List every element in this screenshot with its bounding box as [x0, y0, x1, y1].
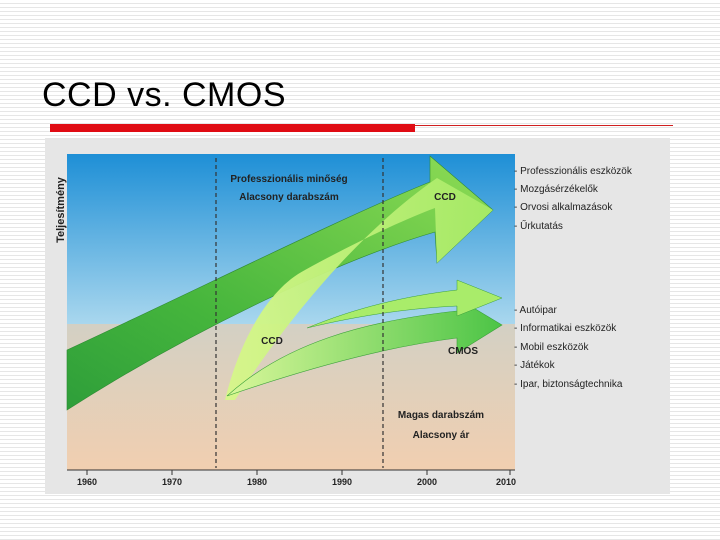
cmos-app-item: - Autóipar	[514, 305, 557, 316]
y-axis-label: Teljesítmény	[55, 176, 67, 243]
x-tick-1960: 1960	[77, 477, 97, 487]
x-tick-1990: 1990	[332, 477, 352, 487]
bottom-zone-line1: Magas darabszám	[398, 410, 484, 421]
slide-title: CCD vs. CMOS	[42, 76, 286, 114]
cmos-label: CMOS	[448, 346, 478, 357]
ccd-light-branch	[225, 178, 493, 400]
bottom-zone-line2: Alacsony ár	[413, 430, 470, 441]
x-tick-1970: 1970	[162, 477, 182, 487]
cmos-app-item: - Informatikai eszközök	[514, 323, 617, 334]
ccd-small-arrow	[306, 279, 503, 329]
x-tick-2010: 2010	[496, 477, 516, 487]
cmos-app-item: - Ipar, biztonságtechnika	[514, 379, 623, 390]
x-tick-1980: 1980	[247, 477, 267, 487]
ccd-lower-label: CCD	[261, 336, 283, 347]
x-axis-ticks	[86, 470, 511, 475]
cmos-app-item: - Játékok	[514, 360, 556, 371]
diagram-canvas: 1960 1970 1980 1990 2000 2010 Teljesítmé…	[45, 138, 670, 494]
ccd-app-item: - Űrkutatás	[514, 218, 563, 232]
top-zone-line1: Professzionális minőség	[230, 174, 347, 185]
ccd-cmos-diagram: 1960 1970 1980 1990 2000 2010 Teljesítmé…	[45, 138, 670, 494]
ccd-applications-list: - Professzionális eszközök - Mozgásérzék…	[514, 166, 633, 232]
title-thin-line	[415, 125, 673, 126]
ccd-app-item: - Mozgásérzékelők	[514, 184, 599, 195]
cmos-arrow	[226, 297, 503, 397]
cmos-app-item: - Mobil eszközök	[514, 342, 589, 353]
cmos-applications-list: - Autóipar - Informatikai eszközök - Mob…	[514, 305, 623, 390]
ccd-upper-label: CCD	[434, 192, 456, 203]
title-underline-bar	[50, 124, 415, 132]
ccd-app-item: - Orvosi alkalmazások	[514, 202, 613, 213]
x-tick-2000: 2000	[417, 477, 437, 487]
top-zone-line2: Alacsony darabszám	[239, 192, 339, 203]
ccd-app-item: - Professzionális eszközök	[514, 166, 633, 177]
